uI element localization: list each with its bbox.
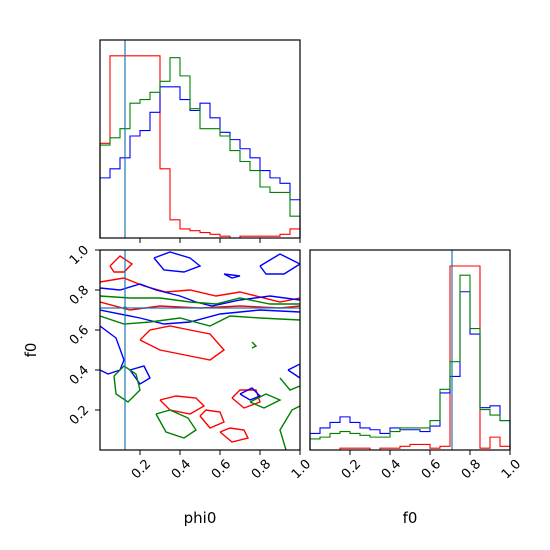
joint-xtick-label-1: 0.4 [169, 457, 194, 482]
contour-green-4 [249, 393, 282, 409]
joint-xtick-label-0: 0.2 [129, 457, 154, 482]
joint-ytick-label-3: 0.8 [67, 283, 92, 308]
contour-blue-0 [100, 283, 300, 307]
y-axis-label-f0: f0 [22, 343, 40, 358]
contour-red-2 [139, 325, 226, 361]
f0-hist-series-red [310, 265, 511, 451]
x-axis-label-phi0: phi0 [184, 509, 217, 527]
joint-truth-point [123, 306, 127, 310]
joint-ytick-label-4: 1.0 [67, 243, 92, 268]
axis-labels: phi0 f0 f0 [22, 343, 417, 527]
f0-hist-xtick-label-4: 1.0 [499, 457, 524, 482]
f0-hist-series-green [309, 274, 511, 450]
contour-lines [100, 251, 300, 450]
contour-green-7 [251, 341, 258, 349]
phi0-hist-series-red [99, 55, 301, 239]
contour-blue-6 [259, 253, 300, 275]
contour-blue-1 [100, 309, 300, 325]
joint-xtick-label-4: 1.0 [289, 457, 314, 482]
contour-blue-3 [129, 365, 151, 385]
f0-hist-frame [309, 249, 511, 451]
phi0-hist-series-blue [99, 86, 301, 238]
phi0-f0-contour-panel: 0.2 0.4 0.6 0.8 1.0 0.2 0.4 0.6 0.8 1.0 [67, 243, 314, 482]
contour-green-2 [113, 365, 141, 403]
contour-green-6 [279, 377, 300, 391]
phi0-histogram-panel [99, 39, 301, 243]
f0-hist-xtick-label-0: 0.2 [339, 457, 364, 482]
contour-red-6 [231, 389, 261, 409]
joint-ytick-label-0: 0.2 [67, 403, 92, 428]
joint-xtick-label-3: 0.8 [249, 457, 274, 482]
contour-blue-7 [239, 387, 262, 401]
contour-blue-4 [153, 251, 202, 273]
contour-blue-2 [100, 325, 125, 375]
f0-hist-xtick-label-2: 0.6 [419, 457, 444, 482]
joint-ytick-label-2: 0.6 [67, 323, 92, 348]
contour-red-5 [219, 427, 250, 443]
phi0-hist-frame [99, 39, 301, 239]
x-axis-label-f0: f0 [403, 509, 418, 527]
contour-blue-8 [287, 363, 300, 379]
contour-blue-5 [223, 273, 241, 279]
joint-ytick-label-1: 0.4 [67, 363, 92, 388]
contour-green-1 [100, 315, 300, 327]
f0-hist-xtick-label-3: 0.8 [459, 457, 484, 482]
contour-red-4 [199, 409, 225, 429]
phi0-hist-series-green [99, 57, 301, 238]
contour-red-7 [109, 255, 134, 273]
contour-red-0 [100, 277, 300, 303]
f0-histogram-panel: 0.2 0.4 0.6 0.8 1.0 [309, 249, 524, 482]
joint-xtick-label-2: 0.6 [209, 457, 234, 482]
contour-green-0 [100, 295, 300, 305]
contour-green-3 [155, 409, 197, 439]
f0-hist-xtick-label-1: 0.4 [379, 457, 404, 482]
joint-frame [99, 249, 301, 451]
contour-green-5 [279, 405, 300, 450]
